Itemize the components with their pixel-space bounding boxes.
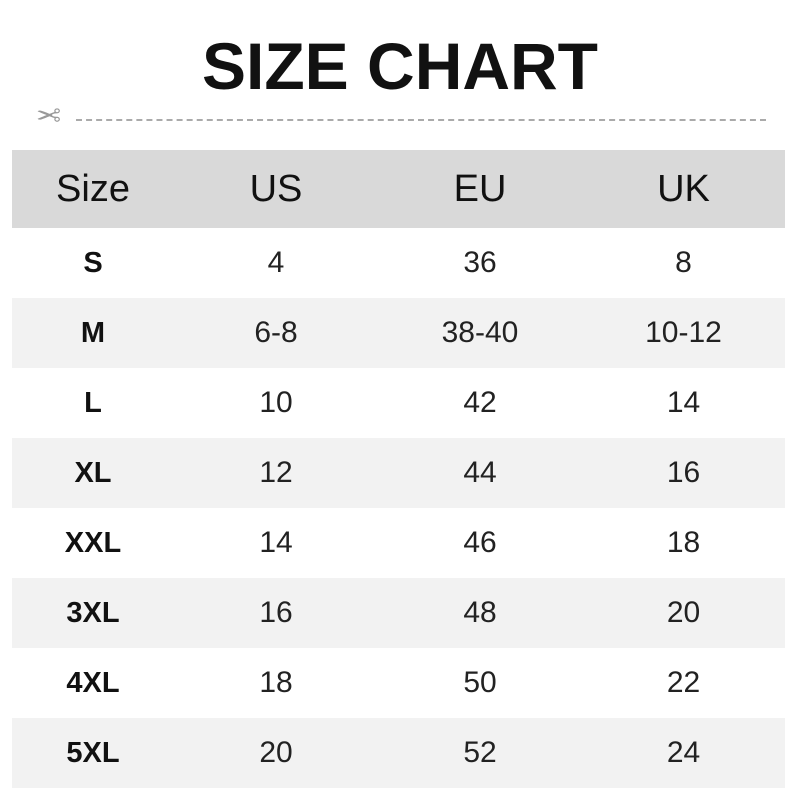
column-header: Size xyxy=(12,150,174,228)
size-label-cell: M xyxy=(12,298,174,368)
size-value-cell: 38-40 xyxy=(378,298,582,368)
size-label-cell: L xyxy=(84,386,102,419)
page-title: SIZE CHART xyxy=(202,29,598,103)
size-value-cell: 44 xyxy=(378,438,582,508)
header-row: Size US EU UK xyxy=(12,150,785,228)
size-value-cell: 10-12 xyxy=(582,298,785,368)
size-value-cell: 50 xyxy=(463,666,497,699)
size-label-cell: 4XL xyxy=(66,666,120,699)
size-value-cell: 14 xyxy=(666,386,701,419)
table-row: M 6-8 38-40 10-12 xyxy=(12,298,785,368)
table-row: 3XL 16 48 20 xyxy=(12,578,785,648)
size-value-cell: 24 xyxy=(582,718,785,788)
table-row: 4XL 18 50 22 xyxy=(12,648,785,718)
column-header: UK xyxy=(582,150,785,228)
size-value-cell: 42 xyxy=(463,386,497,419)
size-value-cell: 18 xyxy=(259,666,293,699)
table-row: XXL 14 46 18 xyxy=(12,508,785,578)
size-value-cell: 52 xyxy=(378,718,582,788)
size-value-cell: 12 xyxy=(174,438,378,508)
size-value-cell: 48 xyxy=(378,578,582,648)
size-value-cell: 20 xyxy=(174,718,378,788)
size-value-cell: 6-8 xyxy=(174,298,378,368)
size-value-cell: 18 xyxy=(666,526,701,559)
size-label-cell: 3XL xyxy=(12,578,174,648)
size-value-cell: 36 xyxy=(463,246,497,279)
scissors-icon: ✂ xyxy=(36,100,62,133)
size-value-cell: 22 xyxy=(666,666,701,699)
column-header: US xyxy=(174,150,378,228)
size-value-cell: 8 xyxy=(675,246,692,279)
table-row: XL 12 44 16 xyxy=(12,438,785,508)
size-value-cell: 16 xyxy=(174,578,378,648)
size-value-cell: 14 xyxy=(259,526,293,559)
table-row: L 10 42 14 xyxy=(12,368,785,438)
size-label-cell: XL xyxy=(12,438,174,508)
size-value-cell: 10 xyxy=(259,386,293,419)
size-value-cell: 20 xyxy=(582,578,785,648)
size-label-cell: S xyxy=(83,246,103,279)
size-value-cell: 4 xyxy=(267,246,285,279)
size-label-cell: XXL xyxy=(64,526,122,559)
table-row: S 4 36 8 xyxy=(12,228,785,298)
size-table: Size US EU UK S 4 36 8 M 6-8 38-40 10-12 L 10 42 14 XL 1… xyxy=(12,150,785,788)
cut-line: ✂ xyxy=(36,100,766,133)
dashed-divider xyxy=(76,119,766,121)
table-row: 5XL 20 52 24 xyxy=(12,718,785,788)
size-label-cell: 5XL xyxy=(12,718,174,788)
size-value-cell: 46 xyxy=(463,526,497,559)
size-value-cell: 16 xyxy=(582,438,785,508)
column-header: EU xyxy=(378,150,582,228)
